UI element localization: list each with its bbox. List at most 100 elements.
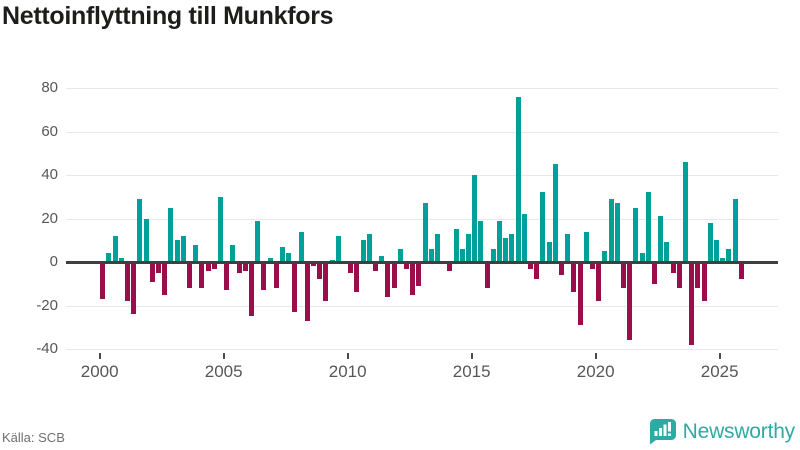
bar-2007q1 — [273, 262, 279, 289]
x-axis-tick-2015 — [470, 353, 473, 359]
bar-2008q2 — [304, 262, 310, 321]
gridline-y-80 — [66, 88, 778, 89]
logo-bar-2 — [658, 428, 662, 436]
x-axis-tick-2000 — [98, 353, 101, 359]
bar-2007q4 — [292, 262, 298, 312]
bar-2019q4 — [590, 262, 595, 269]
bar-2020q2 — [602, 251, 608, 262]
bar-2004q3 — [211, 262, 217, 269]
bar-2024q1 — [695, 262, 701, 289]
bar-2014q3 — [459, 248, 465, 262]
bar-2025q2 — [726, 248, 732, 262]
bar-2003q4 — [193, 244, 199, 262]
bar-2021q2 — [627, 262, 633, 341]
bar-2011q1 — [373, 262, 378, 271]
bar-2003q3 — [187, 262, 192, 289]
y-axis-label-0: 0 — [49, 253, 58, 270]
bar-2013q1 — [422, 203, 428, 262]
bar-2016q2 — [503, 238, 509, 262]
gridline-y--40 — [66, 349, 778, 350]
x-axis-label-2015: 2015 — [452, 362, 491, 381]
bar-2007q3 — [286, 253, 292, 262]
y-axis-label-20: 20 — [41, 209, 58, 227]
x-axis-label-2010: 2010 — [328, 362, 367, 381]
bar-2008q4 — [317, 262, 323, 280]
bar-2002q3 — [162, 262, 168, 295]
bar-2004q2 — [205, 262, 211, 271]
bar-2008q3 — [311, 262, 316, 267]
bar-2001q2 — [131, 262, 137, 315]
bar-2006q2 — [255, 220, 261, 262]
x-axis-label-2020: 2020 — [576, 362, 615, 381]
bar-2014q4 — [466, 233, 471, 262]
bar-2011q2 — [379, 255, 385, 262]
bar-2017q3 — [534, 262, 540, 280]
bar-2000q2 — [106, 253, 112, 262]
bar-2015q4 — [490, 248, 496, 262]
bar-2013q3 — [435, 233, 440, 262]
bar-2012q1 — [397, 248, 403, 262]
bar-2012q3 — [410, 262, 416, 295]
x-axis-tick-2025 — [718, 353, 721, 359]
bar-2006q3 — [261, 262, 267, 291]
bar-2012q4 — [416, 262, 422, 286]
bar-2009q1 — [323, 262, 329, 302]
bar-2004q1 — [199, 262, 205, 289]
bar-2016q4 — [515, 96, 521, 262]
bar-2003q1 — [174, 240, 180, 263]
bar-2022q1 — [645, 192, 651, 262]
bar-2024q2 — [701, 262, 707, 302]
bar-2015q2 — [478, 220, 484, 262]
bar-2016q1 — [497, 220, 502, 262]
bar-2006q1 — [249, 262, 254, 317]
bar-2000q1 — [100, 262, 106, 299]
bar-2021q3 — [633, 207, 639, 262]
bar-2020q3 — [608, 198, 614, 262]
bar-2002q1 — [149, 262, 155, 282]
logo-exclamation-dot — [667, 433, 671, 436]
bar-2005q3 — [236, 262, 242, 273]
y-axis-label--40: -40 — [36, 340, 58, 357]
bar-2023q1 — [670, 262, 676, 273]
bar-2022q3 — [658, 216, 664, 262]
x-axis-tick-2020 — [594, 353, 597, 359]
bar-2010q1 — [348, 262, 354, 273]
bar-2025q4 — [738, 262, 744, 280]
source-label: Källa: SCB — [2, 430, 65, 445]
bar-2015q3 — [484, 262, 490, 289]
bar-2019q3 — [583, 231, 589, 262]
bar-2021q1 — [621, 262, 626, 289]
logo-bar-1 — [654, 431, 658, 436]
bar-2024q3 — [707, 222, 713, 262]
newsworthy-logo: Newsworthy — [649, 419, 796, 445]
gridline-y-60 — [66, 131, 778, 133]
bar-2014q1 — [447, 262, 453, 271]
bar-2017q1 — [521, 214, 527, 262]
bar-2021q4 — [639, 253, 645, 262]
x-axis-tick-2010 — [346, 353, 349, 359]
y-axis-label--20: -20 — [36, 296, 58, 314]
gridline-y-40 — [66, 175, 778, 176]
bar-2014q2 — [453, 229, 459, 262]
bar-2023q2 — [676, 262, 682, 289]
bar-2016q3 — [509, 233, 515, 262]
newsworthy-logo-text: Newsworthy — [682, 420, 796, 443]
bar-2017q2 — [528, 262, 533, 269]
x-axis-label-2000: 2000 — [80, 362, 119, 381]
bar-2010q4 — [366, 233, 372, 262]
bar-2011q3 — [385, 262, 391, 297]
bar-2024q4 — [714, 240, 719, 263]
newsworthy-logo-icon — [649, 419, 676, 445]
bar-2000q4 — [118, 257, 124, 262]
bar-2019q1 — [571, 262, 577, 293]
bar-2019q2 — [577, 262, 583, 326]
bar-2005q2 — [230, 244, 236, 262]
bar-2020q1 — [596, 262, 602, 302]
bar-2023q3 — [683, 161, 688, 262]
bar-2012q2 — [404, 262, 409, 269]
bar-2001q4 — [143, 218, 149, 262]
bar-2013q2 — [428, 248, 434, 262]
bar-2003q2 — [180, 235, 186, 262]
bar-2020q4 — [614, 203, 620, 262]
